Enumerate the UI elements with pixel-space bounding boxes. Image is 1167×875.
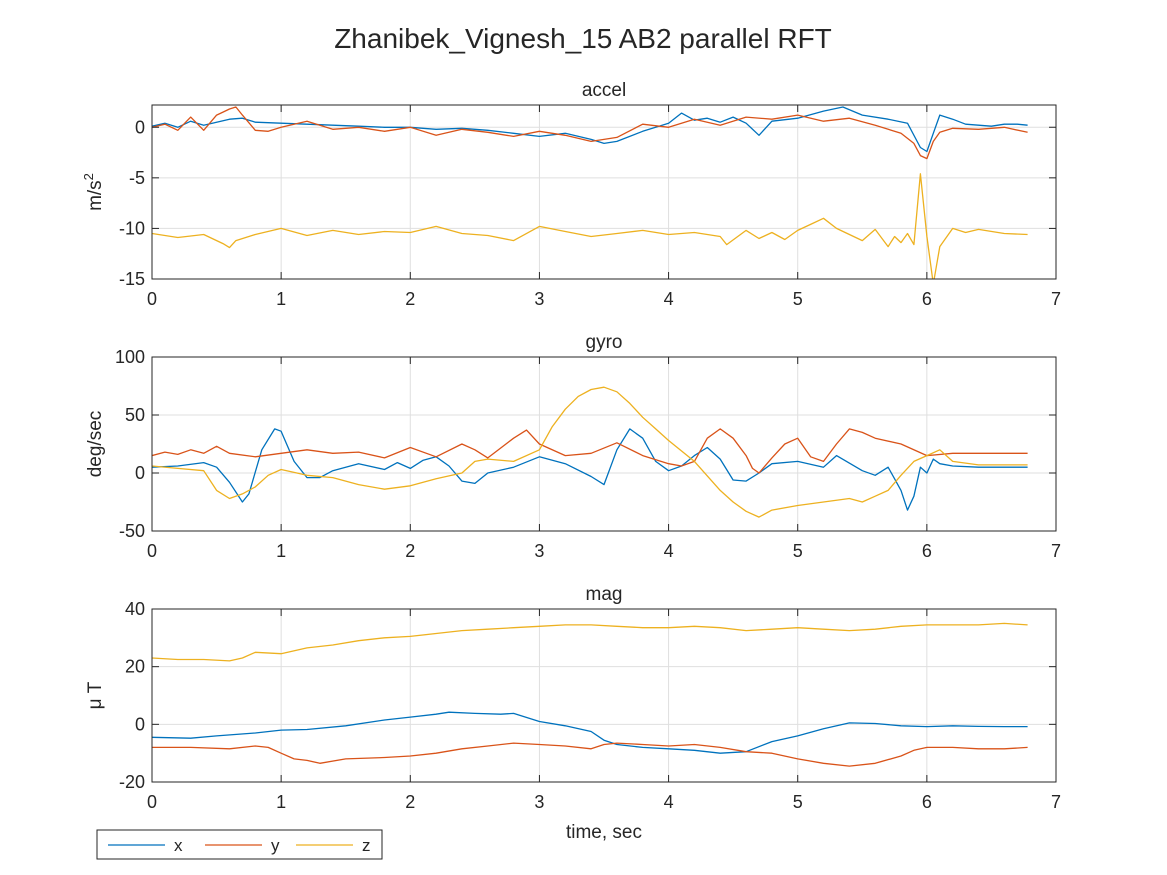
x-tick-label: 4 — [664, 289, 674, 309]
series-line-y — [152, 428, 1028, 474]
y-axis-label: μ T — [85, 681, 106, 709]
y-axis-label-superscript: 2 — [81, 173, 96, 180]
x-tick-label: 5 — [793, 541, 803, 561]
x-tick-label: 6 — [922, 541, 932, 561]
x-tick-label: 5 — [793, 792, 803, 812]
legend-label-x: x — [174, 836, 183, 855]
series-line-x — [152, 106, 1028, 153]
series-line-z — [152, 173, 1028, 279]
series-group — [152, 106, 1028, 279]
series-line-z — [152, 622, 1028, 662]
axes-box — [151, 104, 1057, 280]
x-tick-label: 3 — [534, 541, 544, 561]
y-tick-label: -15 — [119, 269, 145, 289]
y-axis-label-text: deg/sec — [85, 411, 106, 478]
y-tick-label: 0 — [135, 714, 145, 734]
series-line-x — [152, 428, 1028, 511]
x-tick-label: 3 — [534, 792, 544, 812]
x-tick-label: 7 — [1051, 289, 1061, 309]
y-tick-label: 0 — [135, 117, 145, 137]
y-tick-label: 100 — [115, 347, 145, 367]
y-tick-label: -20 — [119, 772, 145, 792]
legend-entry-x[interactable]: x — [108, 836, 183, 855]
y-tick-label: -50 — [119, 521, 145, 541]
series-line-y — [152, 106, 1028, 160]
axes-box — [151, 608, 1057, 783]
x-tick-label: 4 — [664, 541, 674, 561]
series-line-z — [152, 386, 1028, 518]
panel-title: gyro — [586, 332, 623, 353]
axes-box — [151, 356, 1057, 532]
legend-entry-z[interactable]: z — [296, 836, 371, 855]
legend-label-y: y — [271, 836, 280, 855]
legend[interactable]: x y z — [96, 829, 383, 860]
x-tick-label: 4 — [664, 792, 674, 812]
x-tick-label: 3 — [534, 289, 544, 309]
x-tick-label: 7 — [1051, 541, 1061, 561]
x-tick-label: 2 — [405, 541, 415, 561]
figure-title: Zhanibek_Vignesh_15 AB2 parallel RFT — [334, 23, 832, 54]
y-tick-label: 40 — [125, 599, 145, 619]
plot-area — [152, 357, 1056, 531]
y-tick-label: 50 — [125, 405, 145, 425]
x-tick-label: 2 — [405, 289, 415, 309]
series-group — [152, 386, 1028, 518]
series-line-y — [152, 742, 1028, 767]
x-tick-label: 6 — [922, 289, 932, 309]
panel-title: accel — [582, 80, 626, 101]
plot-area — [152, 609, 1056, 782]
series-line-x — [152, 711, 1028, 754]
y-axis-label-text: m/s — [85, 180, 106, 211]
x-tick-label: 0 — [147, 792, 157, 812]
panel-title: mag — [586, 584, 623, 605]
x-tick-label: 6 — [922, 792, 932, 812]
x-tick-label: 1 — [276, 792, 286, 812]
plot-area — [152, 105, 1056, 279]
x-tick-label: 1 — [276, 541, 286, 561]
y-axis-label-text: μ T — [85, 681, 106, 709]
x-tick-label: 5 — [793, 289, 803, 309]
x-tick-label: 1 — [276, 289, 286, 309]
legend-entry-y[interactable]: y — [205, 836, 280, 855]
x-tick-label: 0 — [147, 541, 157, 561]
y-tick-label: -5 — [129, 168, 145, 188]
legend-label-z: z — [362, 836, 371, 855]
series-group — [152, 622, 1028, 767]
x-axis-label: time, sec — [566, 822, 642, 843]
x-tick-label: 0 — [147, 289, 157, 309]
y-tick-label: 20 — [125, 657, 145, 677]
y-tick-label: -10 — [119, 218, 145, 238]
x-tick-label: 7 — [1051, 792, 1061, 812]
y-axis-label: m/s2 — [81, 173, 106, 211]
y-tick-label: 0 — [135, 463, 145, 483]
y-axis-label: deg/sec — [85, 411, 106, 478]
x-tick-label: 2 — [405, 792, 415, 812]
